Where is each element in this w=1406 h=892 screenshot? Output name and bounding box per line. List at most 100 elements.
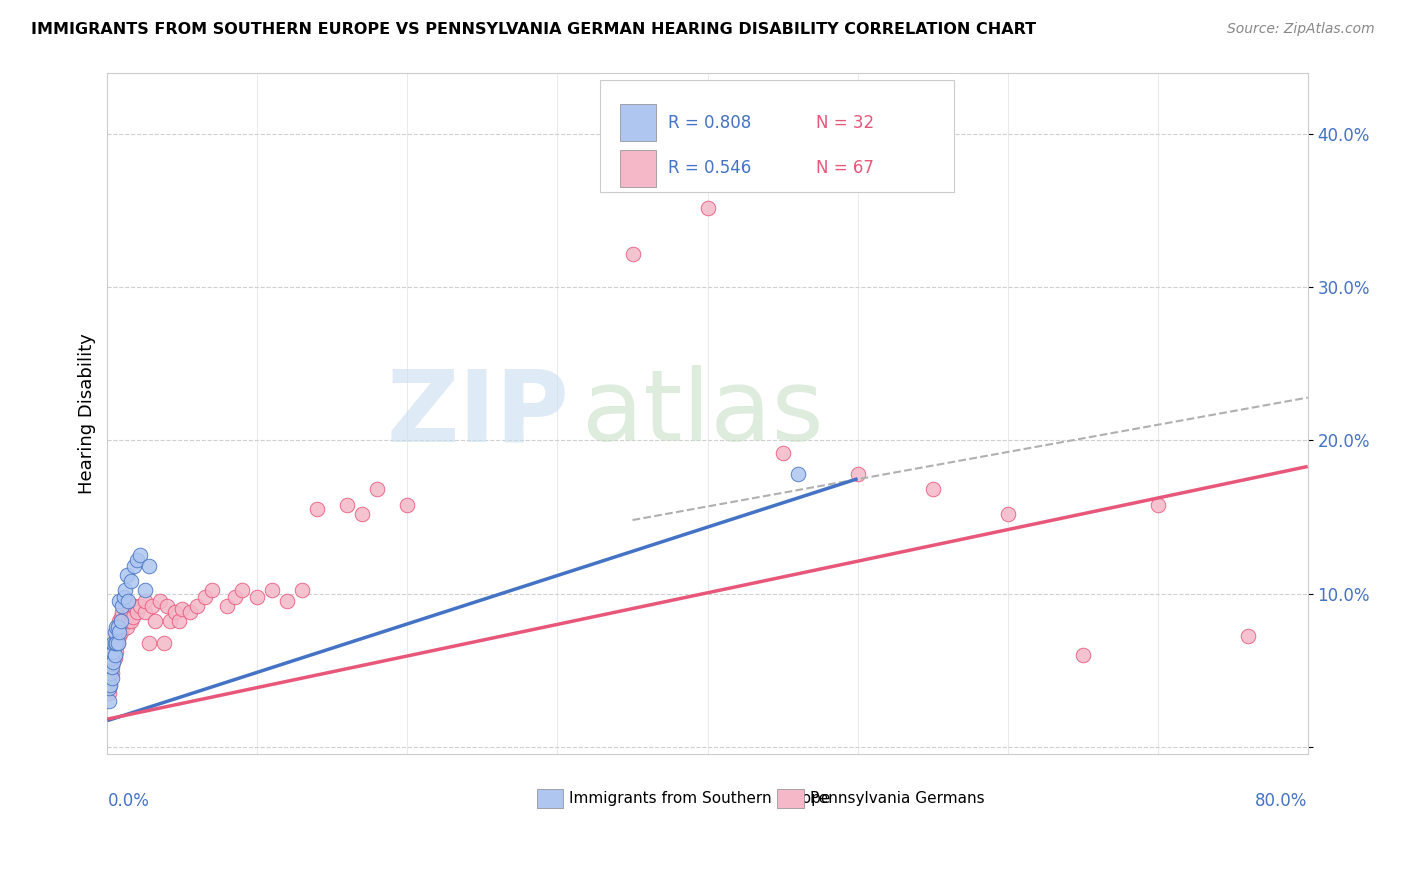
Point — [124, 559, 146, 574]
Point — [138, 635, 160, 649]
Point — [145, 614, 167, 628]
Point — [141, 599, 163, 613]
Point — [153, 635, 176, 649]
Point — [149, 594, 172, 608]
Point — [1071, 648, 1094, 662]
Point — [231, 583, 253, 598]
Point — [103, 645, 125, 659]
Text: Source: ZipAtlas.com: Source: ZipAtlas.com — [1227, 22, 1375, 37]
Point — [1146, 498, 1168, 512]
Point — [101, 671, 124, 685]
Point — [112, 614, 135, 628]
Point — [134, 594, 156, 608]
Point — [366, 483, 388, 497]
Point — [103, 635, 125, 649]
Point — [107, 620, 129, 634]
Text: N = 67: N = 67 — [815, 160, 873, 178]
Point — [163, 605, 186, 619]
Point — [217, 599, 239, 613]
Point — [396, 498, 419, 512]
Point — [104, 635, 127, 649]
Point — [276, 594, 298, 608]
Bar — [778, 789, 804, 808]
FancyBboxPatch shape — [599, 79, 953, 192]
Bar — [620, 150, 657, 187]
Point — [108, 614, 131, 628]
Text: N = 32: N = 32 — [815, 113, 873, 132]
Point — [1236, 629, 1258, 643]
Point — [114, 583, 136, 598]
Point — [156, 599, 179, 613]
Point — [111, 605, 134, 619]
Point — [124, 599, 146, 613]
Point — [101, 660, 124, 674]
Point — [114, 609, 136, 624]
Point — [120, 614, 142, 628]
Y-axis label: Hearing Disability: Hearing Disability — [79, 334, 96, 494]
Text: ZIP: ZIP — [387, 365, 569, 462]
Point — [100, 678, 122, 692]
Point — [159, 614, 181, 628]
Text: 0.0%: 0.0% — [107, 792, 149, 810]
Point — [107, 635, 129, 649]
Point — [107, 635, 129, 649]
Point — [118, 605, 141, 619]
Point — [336, 498, 359, 512]
Point — [108, 629, 131, 643]
Point — [772, 446, 794, 460]
Point — [134, 583, 156, 598]
Point — [115, 620, 138, 634]
Bar — [537, 789, 564, 808]
Point — [111, 599, 134, 613]
Point — [115, 568, 138, 582]
Point — [246, 590, 269, 604]
Point — [120, 574, 142, 589]
Point — [169, 614, 191, 628]
Point — [104, 624, 127, 639]
Point — [97, 694, 120, 708]
Text: 80.0%: 80.0% — [1256, 792, 1308, 810]
Point — [103, 656, 125, 670]
Text: atlas: atlas — [582, 365, 823, 462]
Point — [786, 467, 808, 482]
Point — [110, 614, 132, 628]
Point — [696, 201, 718, 215]
Point — [194, 590, 217, 604]
Point — [103, 656, 125, 670]
Point — [104, 651, 127, 665]
Point — [846, 467, 869, 482]
Point — [621, 246, 644, 260]
Point — [127, 553, 149, 567]
Point — [134, 605, 156, 619]
Point — [352, 507, 374, 521]
Point — [291, 583, 314, 598]
Text: Pennsylvania Germans: Pennsylvania Germans — [810, 791, 984, 806]
Point — [100, 663, 122, 677]
Point — [105, 629, 128, 643]
Point — [110, 609, 132, 624]
Point — [108, 594, 131, 608]
Point — [111, 620, 134, 634]
Point — [105, 635, 128, 649]
Point — [105, 620, 128, 634]
Point — [138, 559, 160, 574]
Text: IMMIGRANTS FROM SOUTHERN EUROPE VS PENNSYLVANIA GERMAN HEARING DISABILITY CORREL: IMMIGRANTS FROM SOUTHERN EUROPE VS PENNS… — [31, 22, 1036, 37]
Point — [101, 651, 124, 665]
Point — [112, 590, 135, 604]
Point — [921, 483, 943, 497]
Point — [127, 605, 149, 619]
Point — [307, 502, 329, 516]
Point — [117, 614, 139, 628]
Point — [262, 583, 284, 598]
Point — [997, 507, 1019, 521]
Point — [117, 594, 139, 608]
Point — [129, 599, 152, 613]
Point — [129, 549, 152, 563]
Text: R = 0.546: R = 0.546 — [668, 160, 751, 178]
Point — [100, 666, 122, 681]
Point — [172, 602, 194, 616]
Point — [103, 645, 125, 659]
Point — [108, 624, 131, 639]
Bar — [620, 104, 657, 142]
Point — [97, 686, 120, 700]
